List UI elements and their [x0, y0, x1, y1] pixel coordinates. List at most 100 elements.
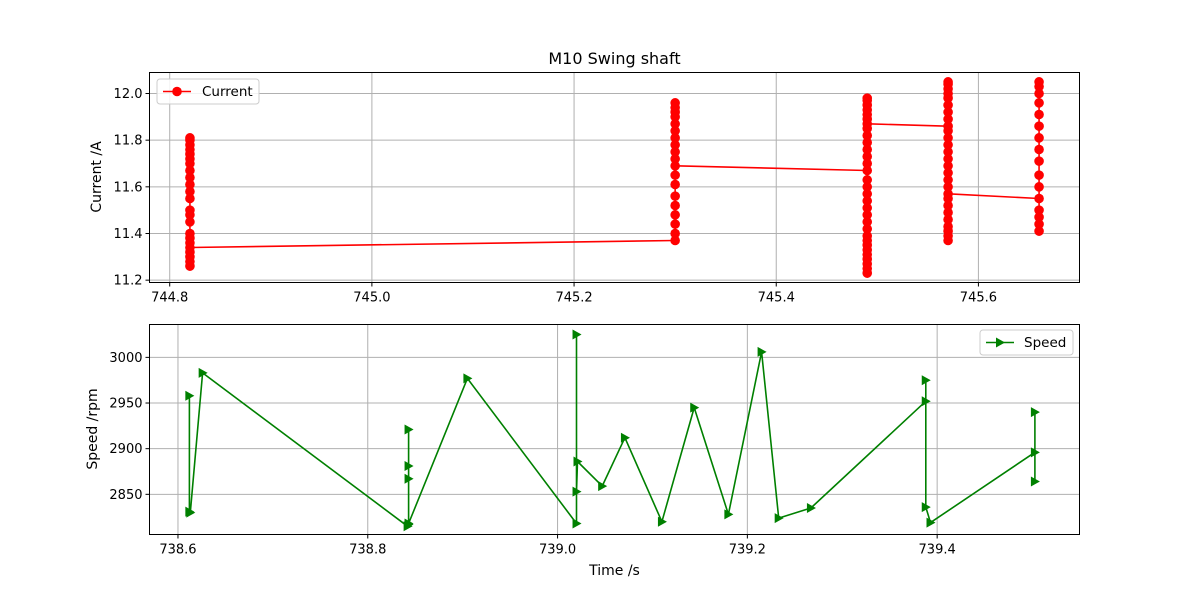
- current-point: [670, 154, 680, 164]
- speed-point: [921, 396, 931, 407]
- speed-y-tick-label: 2900: [109, 442, 142, 457]
- current-point: [862, 137, 873, 148]
- current-point: [1034, 98, 1044, 108]
- speed-point: [921, 375, 931, 386]
- current-point: [862, 203, 873, 213]
- current-point: [185, 172, 195, 183]
- current-series-line: [867, 123, 949, 127]
- speed-y-tick-label: 3000: [109, 351, 142, 366]
- speed-point: [185, 390, 195, 401]
- current-point: [670, 179, 680, 190]
- current-point: [670, 170, 680, 180]
- current-axes-frame: [149, 72, 1080, 283]
- current-point: [943, 107, 953, 117]
- current-point: [862, 165, 873, 176]
- current-point: [185, 133, 195, 143]
- current-series-line: [189, 239, 676, 249]
- current-point: [943, 100, 953, 110]
- current-point: [670, 147, 680, 157]
- current-point: [943, 161, 953, 171]
- current-grid: [149, 72, 1080, 283]
- current-point: [670, 161, 680, 171]
- current-point: [670, 228, 680, 239]
- current-point: [670, 191, 680, 201]
- current-legend-marker: [172, 86, 182, 97]
- current-point: [862, 144, 873, 155]
- current-point: [670, 235, 680, 246]
- speed-x-tick-label: 738.8: [349, 543, 386, 558]
- current-y-tick-label: 12.0: [114, 87, 143, 102]
- current-point: [943, 140, 953, 150]
- speed-point: [1030, 407, 1040, 418]
- current-y-tick-label: 11.4: [114, 227, 143, 242]
- current-x-tick-label: 745.4: [758, 291, 795, 306]
- current-point: [943, 221, 953, 232]
- speed-point: [1030, 447, 1040, 458]
- current-point: [862, 217, 873, 227]
- current-subplot: 744.8 745.0 745.2 745.4 745.6 11.2 11.4 11.6 11.…: [89, 72, 1080, 306]
- current-x-tick-label: 745.6: [960, 291, 997, 306]
- speed-point: [404, 461, 414, 472]
- current-y-tick-label: 11.8: [114, 134, 143, 149]
- current-point: [1034, 144, 1044, 155]
- current-point: [1034, 182, 1044, 192]
- speed-x-tick-label: 739.2: [729, 543, 766, 558]
- current-point: [185, 205, 195, 215]
- current-point: [943, 77, 953, 87]
- speed-point: [620, 432, 630, 443]
- current-point: [670, 200, 680, 211]
- speed-y-tick-label: 2950: [109, 397, 142, 412]
- current-point: [862, 175, 873, 185]
- current-point: [943, 200, 953, 211]
- current-point: [670, 140, 680, 150]
- speed-x-tick-label: 739.4: [919, 543, 956, 558]
- speed-point: [404, 518, 414, 529]
- current-point: [943, 168, 953, 178]
- speed-point: [724, 509, 734, 520]
- current-point: [862, 189, 873, 199]
- current-point: [943, 154, 953, 164]
- current-point: [862, 130, 873, 141]
- current-ticks: 744.8 745.0 745.2 745.4 745.6 11.2 11.4 11.6 11.…: [114, 87, 997, 306]
- current-point: [185, 217, 195, 227]
- current-point: [1034, 109, 1044, 120]
- current-point: [1034, 133, 1044, 143]
- speed-subplot: 738.6 738.8 739.0 739.2 739.4 2850 2900 2950 300…: [85, 324, 1080, 579]
- speed-point: [598, 481, 608, 492]
- current-point: [1034, 226, 1044, 236]
- current-point: [862, 182, 873, 192]
- speed-point: [463, 373, 473, 384]
- current-series-line: [675, 165, 868, 172]
- speed-point: [757, 346, 767, 357]
- current-point: [862, 196, 873, 206]
- current-point: [943, 147, 953, 157]
- speed-y-tick-label: 2850: [109, 488, 142, 503]
- speed-legend: Speed: [979, 329, 1074, 356]
- current-x-tick-label: 745.2: [555, 291, 592, 306]
- speed-point: [657, 516, 667, 527]
- speed-point: [572, 518, 582, 529]
- speed-x-tick-label: 738.6: [159, 543, 196, 558]
- current-point: [862, 224, 873, 234]
- speed-series-line: [188, 333, 1036, 528]
- speed-legend-label: Speed: [1024, 335, 1066, 351]
- speed-point: [921, 502, 931, 513]
- current-x-tick-label: 744.8: [151, 291, 188, 306]
- current-point: [1034, 170, 1044, 180]
- x-axis-label: Time /s: [588, 563, 640, 579]
- current-x-tick-label: 745.0: [353, 291, 390, 306]
- current-point: [670, 219, 680, 229]
- current-point: [862, 210, 873, 220]
- current-point: [185, 165, 195, 176]
- current-point: [943, 114, 953, 124]
- speed-y-axis-label: Speed /rpm: [85, 388, 101, 469]
- current-point: [862, 93, 873, 103]
- current-point: [1034, 77, 1044, 87]
- speed-point: [572, 486, 582, 497]
- current-point: [943, 207, 953, 218]
- speed-point: [926, 517, 936, 528]
- speed-point: [690, 402, 700, 413]
- current-series-line: [948, 193, 1040, 200]
- current-legend-box: [156, 78, 260, 105]
- speed-point: [774, 513, 784, 524]
